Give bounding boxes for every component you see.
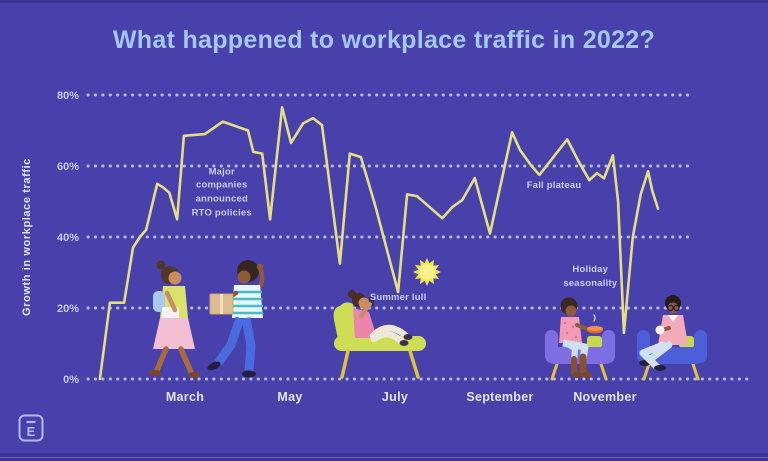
- chart-annotation: Fall plateau: [526, 179, 582, 191]
- chart-annotation: Summer lull: [369, 292, 427, 304]
- illustration-people-on-couches: [545, 295, 707, 381]
- page-title: What happened to workplace traffic in 20…: [112, 26, 656, 54]
- y-tick-label: 0%: [63, 374, 79, 386]
- woman-on-purple-couch: [545, 297, 615, 381]
- man-on-blue-couch: [637, 295, 707, 381]
- walking-man-with-box: [207, 260, 265, 378]
- chart-annotation: Holiday seasonality: [563, 264, 618, 290]
- bottom-edge-strip: [0, 453, 768, 461]
- chart-annotation: Major companies announced RTO policies: [191, 166, 252, 219]
- x-tick-label: July: [382, 390, 408, 404]
- illustration-people-walking: [149, 260, 265, 378]
- top-edge-strip: [0, 0, 768, 3]
- gridlines-layer: 80% 60% 40% 20% 0% March May July September Novem…: [57, 90, 750, 404]
- y-tick-label: 60%: [57, 161, 79, 173]
- y-tick-label: 40%: [57, 232, 79, 244]
- sun-icon: [413, 258, 441, 286]
- x-tick-label: September: [466, 390, 533, 404]
- x-tick-label: May: [277, 390, 302, 404]
- x-tick-label: November: [573, 390, 637, 404]
- walking-woman: [149, 260, 200, 378]
- traffic-growth-line: [98, 106, 660, 381]
- y-axis-title: Growth in workplace traffic: [21, 158, 33, 316]
- x-tick-label: March: [166, 390, 204, 404]
- illustration-person-lounging: [333, 290, 426, 379]
- data-line-layer: [98, 106, 660, 381]
- logo-letter: E: [27, 424, 36, 439]
- y-tick-label: 20%: [57, 303, 79, 315]
- y-tick-label: 80%: [57, 90, 79, 102]
- brand-logo: E: [18, 414, 44, 442]
